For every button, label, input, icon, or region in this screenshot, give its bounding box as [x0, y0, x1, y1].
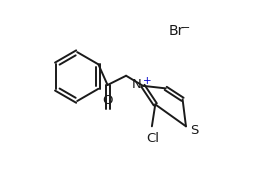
Text: Br: Br — [168, 24, 183, 38]
Text: +: + — [143, 76, 152, 86]
Text: O: O — [102, 94, 113, 107]
Text: S: S — [190, 124, 199, 137]
Text: N: N — [131, 79, 141, 91]
Text: −: − — [180, 23, 190, 33]
Text: Cl: Cl — [146, 132, 159, 145]
